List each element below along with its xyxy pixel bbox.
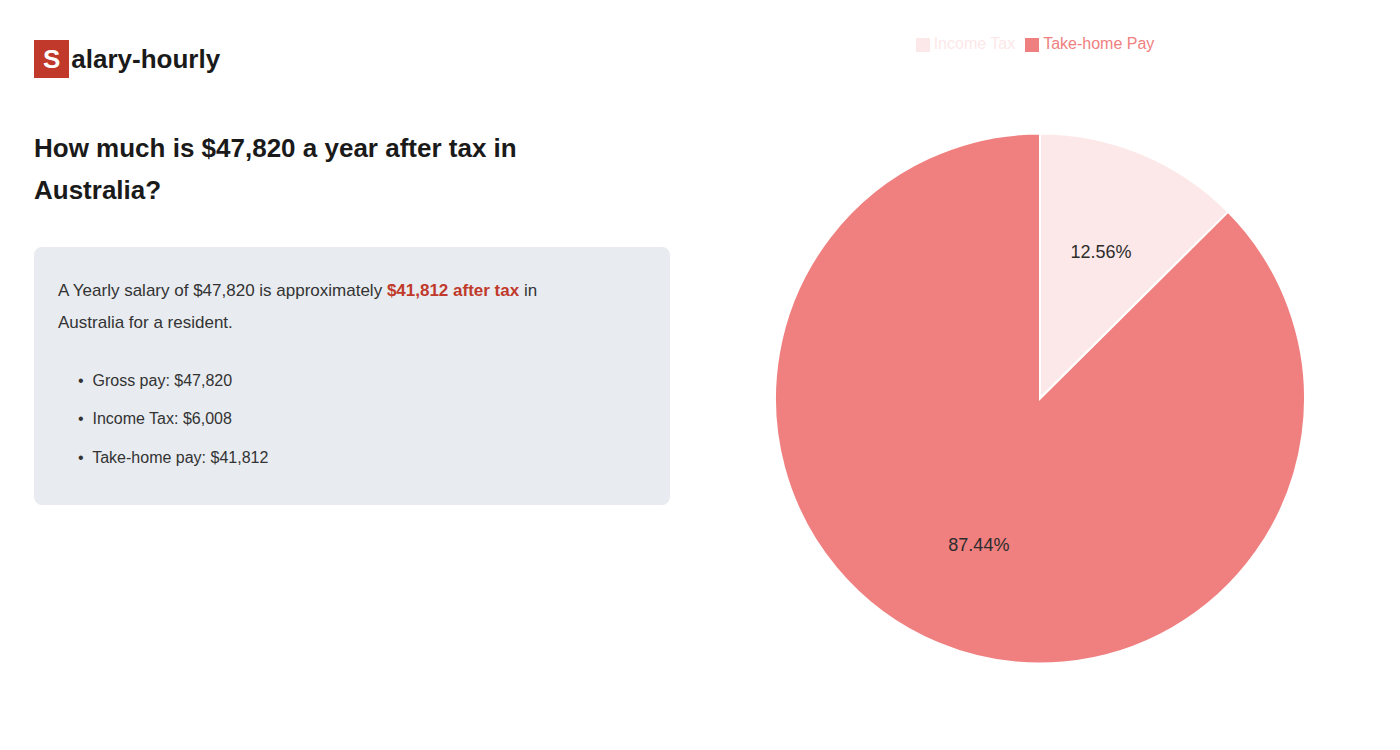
html-text:How much is $47,820 a year aft: How much is $47,820 a year after tax in: [34, 133, 517, 163]
html-text:Income Tax: Income Tax: [933, 35, 1016, 52]
html-text:Take-home Pay: Take-home Pay: [1043, 35, 1155, 52]
svg-text:12.56%: 12.56%: [1071, 242, 1132, 262]
html-text:• Gross pay: $47,820: • Gross pay: $47,820: [78, 371, 233, 389]
html-text:A Yearly salary of $47,820 is: A Yearly salary of $47,820 is approximat…: [58, 281, 538, 301]
html-text:Australia for a resident.: Australia for a resident.: [58, 313, 233, 333]
html-text:S alary-hourly: S alary-hourly: [43, 43, 221, 74]
html-text:• Take-home pay: $41,812: • Take-home pay: $41,812: [78, 448, 269, 466]
html-text:Australia?: Australia?: [34, 174, 162, 205]
svg-text:87.44%: 87.44%: [948, 535, 1009, 555]
html-text:• Income Tax: $6,008: • Income Tax: $6,008: [78, 410, 232, 428]
